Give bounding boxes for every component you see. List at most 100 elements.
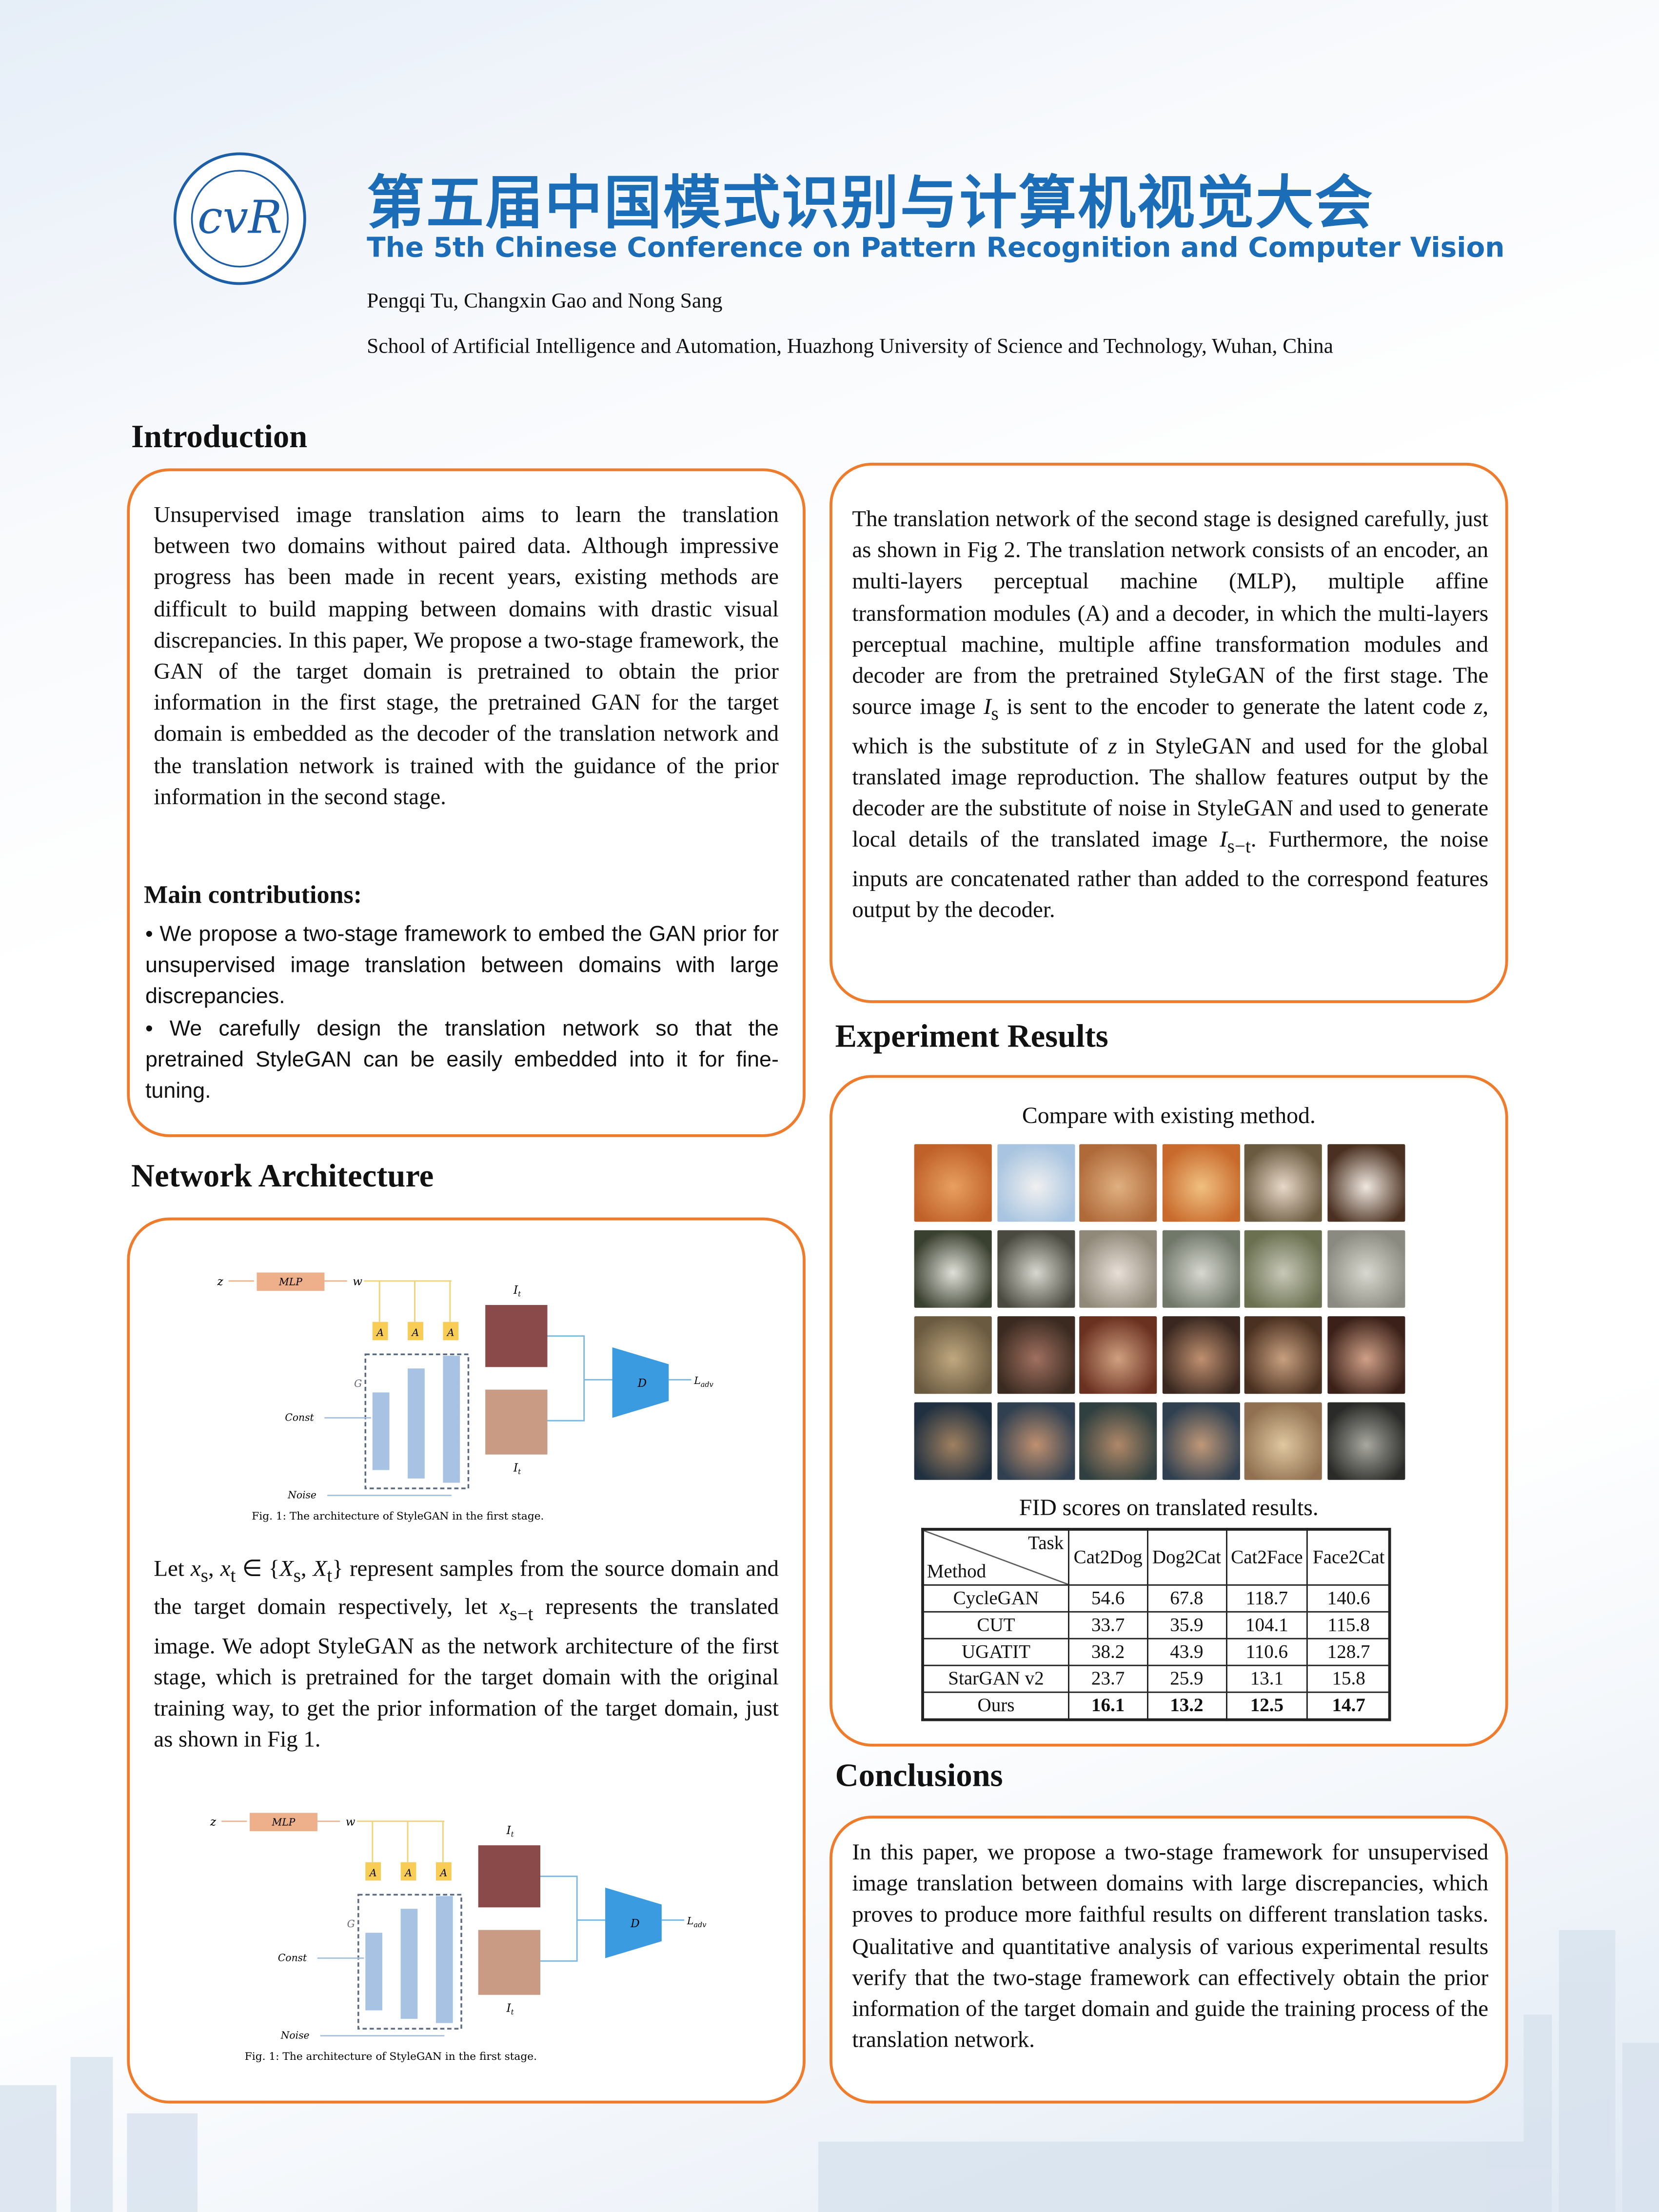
fid-table: Task Method Cat2Dog Dog2Cat Cat2Face Fac… <box>921 1528 1392 1721</box>
discriminator-block <box>605 1887 662 1958</box>
z-label: z <box>210 1816 217 1829</box>
figure-label-d: D <box>630 1917 640 1930</box>
score-cell: 25.9 <box>1146 1664 1227 1693</box>
comparison-image <box>1244 1316 1322 1394</box>
figure-label-d: D <box>637 1377 647 1390</box>
compare-caption: Compare with existing method. <box>1022 1102 1316 1129</box>
method-cell: CUT <box>922 1611 1069 1639</box>
diagram-shape <box>540 1876 578 1962</box>
figure-caption: Fig. 1: The architecture of StyleGAN in … <box>245 2051 537 2063</box>
prcv-logo: cvR <box>173 152 306 285</box>
comparison-image <box>1162 1230 1240 1308</box>
diagram-shape <box>435 1896 453 2023</box>
figure-label-a: A <box>439 1867 448 1879</box>
score-cell: 33.7 <box>1068 1611 1148 1639</box>
table-row: StarGAN v2 23.7 25.9 13.1 15.8 <box>922 1664 1391 1693</box>
mlp-block <box>250 1813 317 1832</box>
figure-label-it: It <box>506 2002 514 2016</box>
score-cell: 54.6 <box>1068 1584 1148 1613</box>
introduction-heading: Introduction <box>131 419 308 454</box>
comparison-image <box>914 1230 992 1308</box>
diagram-shape <box>408 1368 425 1479</box>
score-cell: 67.8 <box>1146 1584 1227 1613</box>
z-label: z <box>217 1276 224 1288</box>
comparison-image <box>1079 1144 1157 1222</box>
conclusions-heading: Conclusions <box>835 1758 1003 1794</box>
column-header: Cat2Dog <box>1068 1528 1148 1586</box>
comparison-image <box>1079 1316 1157 1394</box>
column-header: Face2Cat <box>1307 1528 1391 1586</box>
diagram-shape <box>372 1322 388 1341</box>
figure-label-const: Const <box>278 1952 307 1963</box>
figure-label-w: w <box>353 1276 362 1288</box>
contribution-item: • We carefully design the translation ne… <box>145 1016 779 1104</box>
figure-label-mlp: MLP <box>278 1276 302 1288</box>
diagram-shape <box>365 1933 383 2011</box>
comparison-image <box>1326 1316 1404 1394</box>
city-skyline-decoration <box>0 1930 1659 2212</box>
score-cell: 110.6 <box>1225 1638 1309 1666</box>
figure-label-a: A <box>411 1327 419 1339</box>
comparison-image <box>1244 1402 1322 1480</box>
figure-label-a: A <box>446 1327 454 1339</box>
affine-blocks <box>365 1862 452 1881</box>
score-cell: 128.7 <box>1307 1638 1391 1666</box>
diagram-shape <box>408 1322 423 1341</box>
figure-label-it: It <box>513 1462 521 1476</box>
table-row: UGATIT 38.2 43.9 110.6 128.7 <box>922 1638 1391 1666</box>
figure-label-g: G <box>347 1918 355 1930</box>
comparison-image <box>1079 1230 1157 1308</box>
introduction-text: Unsupervised image translation aims to l… <box>154 502 779 810</box>
conclusions-box: In this paper, we propose a two-stage fr… <box>830 1816 1508 2104</box>
contribution-item: • We propose a two-stage framework to em… <box>145 923 779 1009</box>
score-cell: 115.8 <box>1307 1611 1391 1639</box>
figure-label-g: G <box>354 1378 362 1389</box>
translation-network-box: The translation network of the second st… <box>830 462 1508 1003</box>
corner-task-label: Task <box>1028 1532 1064 1554</box>
figure-label-ladv: Ladv <box>693 1375 713 1389</box>
mlp-block <box>257 1272 325 1291</box>
comparison-image <box>1326 1144 1404 1222</box>
column-header: Cat2Face <box>1225 1528 1309 1586</box>
conference-title-english: The 5th Chinese Conference on Pattern Re… <box>367 231 1505 264</box>
figure-label-const: Const <box>285 1411 314 1423</box>
score-cell: 104.1 <box>1225 1611 1309 1639</box>
network-architecture-box: z MLP w A A A G Const Noise It It D Ladv Fi… <box>127 1217 806 2104</box>
diagram-shape <box>357 1894 462 2030</box>
diagram-shape <box>435 1862 452 1881</box>
score-cell: 23.7 <box>1068 1664 1148 1693</box>
score-cell: 118.7 <box>1225 1584 1309 1613</box>
figure-label-mlp: MLP <box>272 1817 296 1828</box>
figure-label-noise: Noise <box>280 2029 310 2041</box>
figure-1-copy: z MLP w A A A G Const Noise It It D Ladv Fi… <box>207 1803 729 2071</box>
network-text: Let xs, xt ∈ {Xs, Xt} represent samples … <box>154 1556 779 1753</box>
target-face-image <box>485 1305 548 1367</box>
figure-label-it: It <box>513 1284 521 1299</box>
score-cell: 140.6 <box>1307 1584 1391 1613</box>
method-cell: UGATIT <box>922 1638 1069 1666</box>
diagram-shape <box>400 1862 416 1881</box>
target-face-image <box>478 1845 541 1908</box>
diagram-shape <box>400 1909 418 2019</box>
score-cell: 13.2 <box>1146 1691 1227 1720</box>
comparison-image <box>996 1230 1075 1308</box>
score-cell: 13.1 <box>1225 1664 1309 1693</box>
figure-1: z MLP w A A A G Const Noise It It D Ladv Fi… <box>215 1263 736 1531</box>
score-cell: 16.1 <box>1068 1691 1148 1720</box>
column-header: Dog2Cat <box>1146 1528 1227 1586</box>
figure-label-it: It <box>506 1824 514 1839</box>
affine-blocks <box>372 1322 459 1341</box>
diagram-shape <box>443 1322 459 1341</box>
comparison-image <box>996 1402 1075 1480</box>
table-corner-cell: Task Method <box>922 1528 1069 1586</box>
comparison-image <box>1326 1230 1404 1308</box>
figure-label-ladv: Ladv <box>687 1915 707 1929</box>
table-row: CUT 33.7 35.9 104.1 115.8 <box>922 1611 1391 1639</box>
table-row: Ours 16.1 13.2 12.5 14.7 <box>922 1691 1391 1720</box>
comparison-image <box>1244 1230 1322 1308</box>
comparison-image <box>1162 1144 1240 1222</box>
score-cell: 12.5 <box>1225 1691 1309 1720</box>
diagram-shape <box>547 1335 585 1422</box>
authors: Pengqi Tu, Changxin Gao and Nong Sang <box>367 290 723 314</box>
comparison-image <box>914 1144 992 1222</box>
